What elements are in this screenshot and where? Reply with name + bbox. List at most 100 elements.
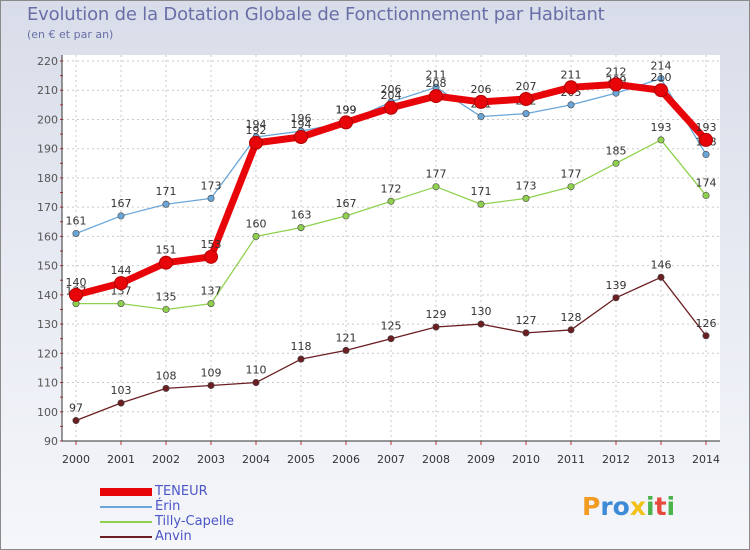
data-label: 135: [156, 290, 177, 303]
x-tick-label: 2002: [152, 453, 180, 466]
logo-letter: t: [654, 492, 667, 521]
data-label: 204: [381, 89, 402, 102]
data-label: 109: [201, 366, 222, 379]
data-label: 177: [561, 168, 582, 181]
x-tick-label: 2011: [557, 453, 585, 466]
y-tick-label: 150: [37, 260, 58, 273]
legend-item: Érin: [100, 499, 300, 514]
data-label: 207: [516, 80, 537, 93]
data-label: 174: [696, 176, 717, 189]
data-point: [657, 136, 665, 144]
legend: TENEUR Érin Tilly-Capelle Anvin: [100, 484, 300, 544]
data-label: 97: [69, 402, 83, 415]
data-point: [117, 399, 125, 407]
data-label: 208: [426, 77, 447, 90]
data-label: 167: [336, 197, 357, 210]
y-tick-label: 90: [44, 435, 58, 448]
logo-letter: r: [600, 492, 613, 521]
data-point: [612, 159, 620, 167]
data-label: 121: [336, 331, 357, 344]
data-label: 214: [651, 60, 672, 73]
data-point: [699, 132, 713, 147]
x-tick-label: 2014: [692, 453, 720, 466]
data-point: [429, 89, 443, 104]
data-point: [342, 212, 350, 220]
y-tick-label: 160: [37, 230, 58, 243]
data-point: [522, 110, 530, 118]
data-label: 140: [66, 276, 87, 289]
data-point: [294, 130, 308, 144]
logo-letter: x: [629, 492, 646, 521]
legend-swatch: [100, 506, 152, 508]
x-tick-label: 2010: [512, 453, 540, 466]
y-tick-label: 210: [37, 84, 58, 97]
data-label: 171: [156, 185, 177, 198]
chart-title: Evolution de la Dotation Globale de Fonc…: [27, 4, 605, 25]
data-label: 185: [606, 144, 627, 157]
data-label: 199: [336, 103, 357, 116]
logo-letter: i: [666, 492, 676, 521]
data-label: 193: [696, 121, 717, 134]
x-tick-label: 2009: [467, 453, 495, 466]
data-label: 173: [201, 179, 222, 192]
legend-label: TENEUR: [155, 484, 208, 499]
legend-label: Érin: [155, 499, 181, 514]
data-label: 211: [426, 68, 447, 81]
logo-letter: P: [582, 492, 601, 521]
legend-item: Anvin: [100, 529, 300, 544]
x-tick-label: 2007: [377, 453, 405, 466]
data-point: [207, 300, 215, 308]
data-label: 211: [561, 68, 582, 81]
data-point: [387, 197, 395, 205]
y-tick-label: 140: [37, 289, 58, 302]
data-label: 137: [201, 285, 222, 298]
data-point: [72, 417, 80, 425]
data-label: 108: [156, 369, 177, 382]
data-label: 153: [201, 238, 222, 251]
data-point: [567, 101, 575, 109]
data-label: 126: [696, 317, 717, 330]
data-label: 130: [471, 305, 492, 318]
data-label: 103: [111, 384, 132, 397]
data-label: 163: [291, 209, 312, 222]
data-label: 151: [156, 244, 177, 257]
data-point: [432, 323, 440, 331]
data-point: [207, 381, 215, 389]
data-point: [567, 183, 575, 191]
data-point: [117, 212, 125, 220]
data-point: [339, 115, 353, 130]
data-point: [252, 232, 260, 240]
data-label: 199: [336, 103, 357, 116]
data-label: 193: [651, 121, 672, 134]
legend-label: Tilly-Capelle: [155, 514, 235, 529]
x-tick-label: 2000: [62, 453, 90, 466]
y-tick-label: 130: [37, 318, 58, 331]
data-point: [702, 191, 710, 199]
legend-label: Anvin: [155, 529, 192, 544]
logo-letter: o: [612, 492, 630, 521]
legend-item: Tilly-Capelle: [100, 514, 300, 529]
data-point: [342, 346, 350, 354]
legend-item: TENEUR: [100, 484, 300, 499]
x-tick-label: 2003: [197, 453, 225, 466]
data-point: [159, 255, 173, 270]
y-tick-label: 190: [37, 143, 58, 156]
data-point: [114, 276, 128, 291]
data-point: [477, 113, 485, 121]
data-point: [522, 329, 530, 337]
x-tick-label: 2013: [647, 453, 675, 466]
x-tick-label: 2001: [107, 453, 135, 466]
data-point: [522, 194, 530, 202]
y-tick-label: 170: [37, 201, 58, 214]
data-point: [657, 273, 665, 281]
data-label: 127: [516, 314, 537, 327]
data-point: [252, 379, 260, 387]
data-label: 125: [381, 320, 402, 333]
y-tick-label: 110: [37, 377, 58, 390]
data-label: 194: [291, 118, 312, 131]
data-label: 192: [246, 124, 267, 137]
data-label: 146: [651, 258, 672, 271]
data-point: [72, 229, 80, 237]
data-point: [69, 287, 83, 302]
